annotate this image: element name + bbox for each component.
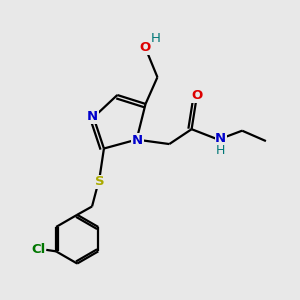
Text: H: H — [216, 144, 225, 158]
Text: Cl: Cl — [31, 243, 45, 256]
Text: O: O — [191, 89, 203, 102]
Text: O: O — [139, 41, 150, 54]
Text: N: N — [87, 110, 98, 123]
Text: N: N — [215, 132, 226, 145]
Text: H: H — [150, 32, 160, 45]
Text: N: N — [132, 134, 143, 147]
Text: S: S — [95, 175, 105, 188]
